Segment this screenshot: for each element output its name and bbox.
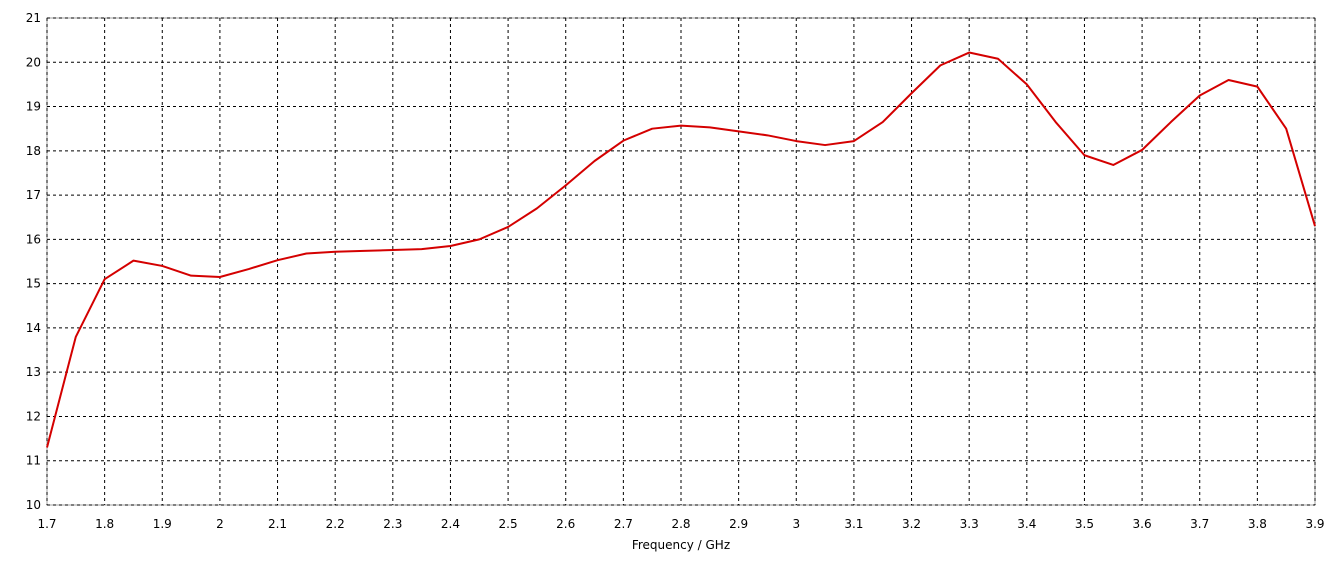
x-tick-label: 3.7 <box>1190 517 1209 531</box>
x-tick-label: 3.9 <box>1305 517 1324 531</box>
x-tick-label: 2 <box>216 517 224 531</box>
y-tick-label: 13 <box>26 365 41 379</box>
x-tick-label: 1.8 <box>95 517 114 531</box>
y-tick-label: 14 <box>26 321 41 335</box>
x-axis-label: Frequency / GHz <box>632 538 730 552</box>
y-tick-label: 15 <box>26 277 41 291</box>
y-tick-label: 20 <box>26 55 41 69</box>
y-tick-label: 11 <box>26 454 41 468</box>
y-tick-label: 12 <box>26 409 41 423</box>
x-tick-label: 2.1 <box>268 517 287 531</box>
y-tick-label: 17 <box>26 188 41 202</box>
x-tick-label: 2.5 <box>499 517 518 531</box>
x-tick-label: 2.9 <box>729 517 748 531</box>
x-tick-label: 2.7 <box>614 517 633 531</box>
x-tick-label: 3.6 <box>1133 517 1152 531</box>
line-series <box>46 51 1316 448</box>
y-tick-label: 21 <box>26 11 41 25</box>
plot-area <box>46 17 1316 506</box>
x-tick-label: 2.4 <box>441 517 460 531</box>
y-tick-label: 18 <box>26 144 41 158</box>
x-tick-label: 3.8 <box>1248 517 1267 531</box>
x-tick-label: 2.8 <box>671 517 690 531</box>
x-tick-label: 2.6 <box>556 517 575 531</box>
y-tick-label: 16 <box>26 232 41 246</box>
x-tick-label: 3.3 <box>960 517 979 531</box>
x-tick-label: 1.7 <box>37 517 56 531</box>
x-tick-label: 2.3 <box>383 517 402 531</box>
y-tick-label: 19 <box>26 100 41 114</box>
x-tick-label: 3.2 <box>902 517 921 531</box>
x-tick-label: 3.4 <box>1017 517 1036 531</box>
x-tick-label: 2.2 <box>326 517 345 531</box>
x-tick-label: 3.1 <box>844 517 863 531</box>
x-tick-label: 3.5 <box>1075 517 1094 531</box>
y-tick-label: 10 <box>26 498 41 512</box>
x-tick-label: 1.9 <box>153 517 172 531</box>
x-tick-label: 3 <box>792 517 800 531</box>
